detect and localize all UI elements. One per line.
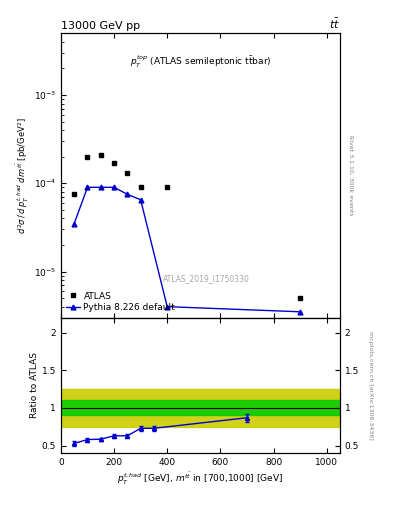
Pythia 8.226 default [72,221,77,227]
Line: ATLAS: ATLAS [72,153,303,301]
ATLAS [165,184,169,190]
ATLAS [112,160,116,166]
Pythia 8.226 default [125,191,130,197]
Legend: ATLAS, Pythia 8.226 default: ATLAS, Pythia 8.226 default [65,291,176,313]
Pythia 8.226 default [112,184,116,190]
X-axis label: $p_T^{t,had}$ [GeV], $m^{t\bar{t}}$ in [700,1000] [GeV]: $p_T^{t,had}$ [GeV], $m^{t\bar{t}}$ in [… [117,471,284,487]
Y-axis label: mcplots.cern.ch [arXiv:1306.3436]: mcplots.cern.ch [arXiv:1306.3436] [367,331,373,440]
Text: $p_T^{top}$ (ATLAS semileptonic t$\bar{\rm t}$bar): $p_T^{top}$ (ATLAS semileptonic t$\bar{\… [130,53,271,70]
Pythia 8.226 default [298,309,303,315]
Y-axis label: Rivet 3.1.10, 300k events: Rivet 3.1.10, 300k events [348,135,353,216]
Text: ATLAS_2019_I1750330: ATLAS_2019_I1750330 [163,274,250,284]
Pythia 8.226 default [138,197,143,203]
Y-axis label: Ratio to ATLAS: Ratio to ATLAS [30,352,39,418]
ATLAS [138,184,143,190]
Text: 13000 GeV pp: 13000 GeV pp [61,21,140,31]
ATLAS [85,154,90,160]
Pythia 8.226 default [165,304,169,310]
Y-axis label: $d^2\sigma\,/\,d\,p_T^{t,had}\,d\,m^{t\bar{t}}$ [pb/GeV$^2$]: $d^2\sigma\,/\,d\,p_T^{t,had}\,d\,m^{t\b… [15,117,31,234]
Line: Pythia 8.226 default: Pythia 8.226 default [72,185,303,314]
Text: $t\bar{t}$: $t\bar{t}$ [329,17,340,31]
ATLAS [125,170,130,176]
Pythia 8.226 default [85,184,90,190]
ATLAS [72,191,77,197]
ATLAS [298,295,303,301]
Pythia 8.226 default [98,184,103,190]
ATLAS [98,152,103,158]
